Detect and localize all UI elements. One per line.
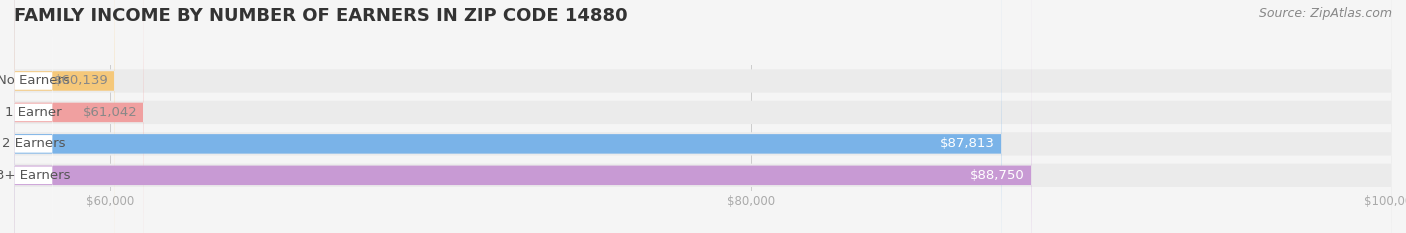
FancyBboxPatch shape — [14, 0, 52, 233]
Text: $88,750: $88,750 — [970, 169, 1025, 182]
FancyBboxPatch shape — [14, 0, 1392, 233]
Text: No Earners: No Earners — [0, 75, 70, 87]
FancyBboxPatch shape — [14, 0, 1032, 233]
Text: 3+ Earners: 3+ Earners — [0, 169, 70, 182]
Text: Source: ZipAtlas.com: Source: ZipAtlas.com — [1258, 7, 1392, 20]
FancyBboxPatch shape — [14, 0, 1001, 233]
Text: 2 Earners: 2 Earners — [1, 137, 65, 150]
FancyBboxPatch shape — [14, 0, 52, 233]
Text: 1 Earner: 1 Earner — [6, 106, 62, 119]
FancyBboxPatch shape — [14, 0, 1392, 233]
Text: $87,813: $87,813 — [941, 137, 995, 150]
FancyBboxPatch shape — [14, 0, 115, 233]
Text: $61,042: $61,042 — [83, 106, 138, 119]
FancyBboxPatch shape — [14, 0, 1392, 233]
FancyBboxPatch shape — [14, 0, 143, 233]
Text: FAMILY INCOME BY NUMBER OF EARNERS IN ZIP CODE 14880: FAMILY INCOME BY NUMBER OF EARNERS IN ZI… — [14, 7, 627, 25]
FancyBboxPatch shape — [14, 0, 1392, 233]
Text: $60,139: $60,139 — [53, 75, 108, 87]
FancyBboxPatch shape — [14, 0, 52, 233]
FancyBboxPatch shape — [14, 0, 52, 233]
